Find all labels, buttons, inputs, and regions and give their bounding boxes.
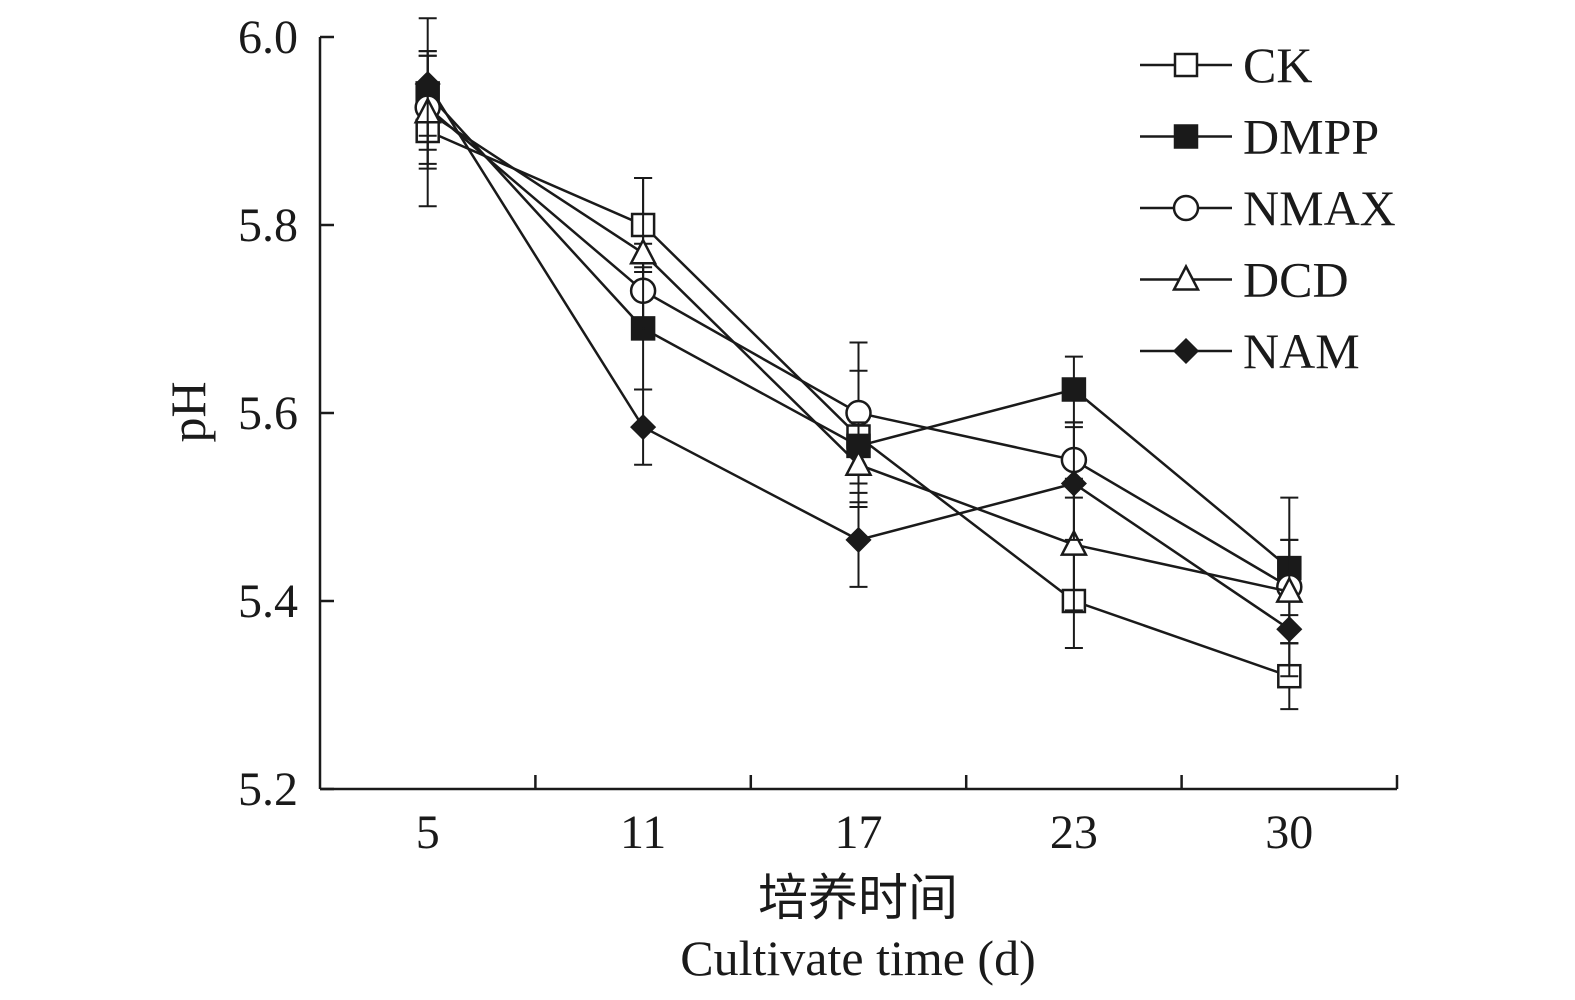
legend-label: CK bbox=[1243, 37, 1312, 93]
legend-item-nam: NAM bbox=[1140, 323, 1360, 379]
legend-item-dcd: DCD bbox=[1140, 252, 1349, 308]
data-point bbox=[1060, 470, 1087, 497]
legend-marker bbox=[1172, 337, 1200, 365]
x-tick-label: 17 bbox=[835, 806, 883, 859]
data-point bbox=[414, 70, 441, 98]
y-tick-label: 6.0 bbox=[238, 11, 298, 64]
legend-marker bbox=[1173, 52, 1199, 78]
axes bbox=[318, 35, 1399, 791]
legend-item-nmax: NMAX bbox=[1140, 180, 1396, 236]
y-tick-label: 5.4 bbox=[238, 575, 298, 628]
data-point bbox=[1059, 528, 1088, 556]
series-group bbox=[413, 17, 1304, 711]
legend-marker bbox=[1172, 194, 1200, 222]
data-point bbox=[1061, 377, 1087, 402]
y-tick-label: 5.2 bbox=[238, 763, 298, 816]
x-tick-label: 23 bbox=[1050, 806, 1098, 859]
data-point bbox=[1275, 575, 1304, 603]
legend-marker bbox=[1171, 263, 1201, 291]
data-point bbox=[1276, 616, 1303, 643]
legend-item-dmpp: DMPP bbox=[1140, 109, 1379, 165]
y-tick-label: 5.6 bbox=[238, 387, 298, 440]
legend-label: DCD bbox=[1243, 252, 1349, 308]
data-point bbox=[629, 237, 658, 265]
y-axis-label: pH bbox=[160, 381, 216, 442]
series-nam bbox=[414, 17, 1303, 645]
legend-label: NMAX bbox=[1243, 180, 1396, 236]
series-dcd bbox=[413, 54, 1304, 645]
x-axis-label-en: Cultivate time (d) bbox=[680, 930, 1035, 986]
data-point bbox=[844, 448, 873, 476]
x-tick-labels: 5 11 17 23 30 bbox=[416, 806, 1314, 859]
y-tick-labels: 5.2 5.4 5.6 5.8 6.0 bbox=[238, 11, 298, 816]
data-point bbox=[845, 526, 872, 553]
legend-marker bbox=[1173, 124, 1199, 149]
data-point bbox=[630, 414, 657, 441]
y-tick-label: 5.8 bbox=[238, 199, 298, 252]
legend: CK DMPP NMAX DCD NAM bbox=[1140, 37, 1396, 379]
legend-label: DMPP bbox=[1243, 109, 1379, 165]
x-tick-label: 11 bbox=[620, 806, 666, 859]
legend-label: NAM bbox=[1243, 323, 1360, 379]
legend-item-ck: CK bbox=[1140, 37, 1312, 93]
x-tick-label: 30 bbox=[1265, 806, 1313, 859]
x-axis-label-cn: 培养时间 bbox=[758, 870, 958, 926]
x-tick-label: 5 bbox=[416, 806, 440, 859]
